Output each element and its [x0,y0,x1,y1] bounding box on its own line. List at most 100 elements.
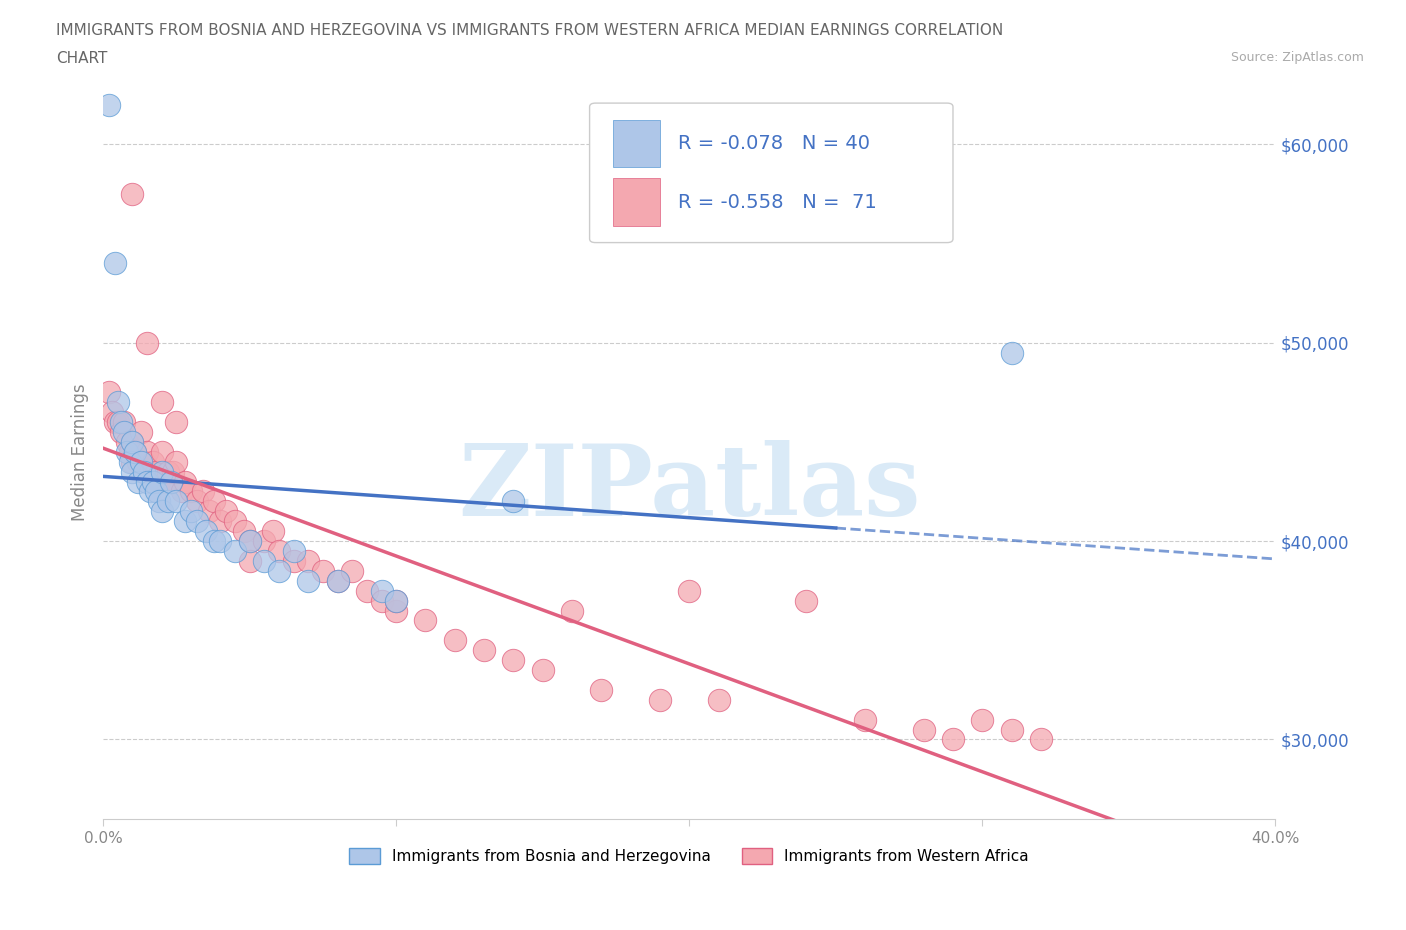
Point [118,445,141,459]
Point [139,464,162,479]
Point [707,692,730,707]
Point [142,474,165,489]
Point [150,464,173,479]
Point [283,553,305,568]
Point [121,186,143,201]
Point [165,415,187,430]
Text: R = -0.078   N = 40: R = -0.078 N = 40 [678,134,869,153]
Point [204,494,226,509]
Point [267,543,290,558]
Point [180,504,202,519]
Point [139,484,162,498]
Point [134,454,156,469]
Point [174,474,197,489]
Point [853,712,876,727]
Point [127,454,149,469]
Point [145,464,167,479]
Point [162,464,184,479]
Point [124,445,146,459]
Point [385,593,408,608]
Point [239,553,262,568]
Point [531,662,554,677]
Point [110,424,132,439]
Point [112,415,135,430]
Point [224,513,246,528]
Point [115,434,138,449]
Point [150,394,173,409]
Point [209,534,232,549]
Point [156,464,179,479]
Text: R = -0.558   N =  71: R = -0.558 N = 71 [678,193,876,212]
Point [239,534,262,549]
Text: IMMIGRANTS FROM BOSNIA AND HERZEGOVINA VS IMMIGRANTS FROM WESTERN AFRICA MEDIAN : IMMIGRANTS FROM BOSNIA AND HERZEGOVINA V… [56,23,1004,38]
Y-axis label: Median Earnings: Median Earnings [72,383,89,521]
Point [209,513,232,528]
Point [561,603,583,618]
Point [267,564,290,578]
Point [121,454,143,469]
Text: ZIPatlas: ZIPatlas [458,440,921,537]
Point [326,573,349,588]
Point [326,573,349,588]
Point [502,653,524,668]
FancyBboxPatch shape [613,120,659,167]
Point [142,454,165,469]
Point [648,692,671,707]
FancyBboxPatch shape [613,179,659,226]
Point [678,583,700,598]
Point [385,603,408,618]
Point [110,415,132,430]
Point [150,445,173,459]
Point [121,434,143,449]
Point [174,513,197,528]
Point [239,534,262,549]
Point [172,484,194,498]
Text: Source: ZipAtlas.com: Source: ZipAtlas.com [1230,51,1364,64]
Point [385,593,408,608]
FancyBboxPatch shape [589,103,953,243]
Point [104,256,127,271]
Point [115,445,138,459]
Point [186,513,208,528]
Point [136,335,159,350]
Point [443,632,465,647]
Point [591,683,613,698]
Point [129,424,152,439]
Point [107,415,129,430]
Point [159,474,181,489]
Point [232,524,254,538]
Point [215,504,238,519]
Point [180,484,202,498]
Point [112,424,135,439]
Point [297,573,319,588]
Point [297,553,319,568]
Point [502,494,524,509]
Point [104,415,127,430]
Point [194,524,217,538]
Point [148,474,170,489]
Point [204,534,226,549]
Point [197,504,219,519]
Legend: Immigrants from Bosnia and Herzegovina, Immigrants from Western Africa: Immigrants from Bosnia and Herzegovina, … [343,842,1035,870]
Point [253,553,276,568]
Point [145,484,167,498]
Point [1029,732,1052,747]
Point [127,474,149,489]
Point [98,97,121,112]
Point [118,454,141,469]
Point [253,534,276,549]
Point [472,643,495,658]
Point [101,405,124,419]
Point [972,712,994,727]
Point [356,583,378,598]
Point [796,593,818,608]
Point [150,504,173,519]
Point [191,484,214,498]
Point [224,543,246,558]
Point [262,524,284,538]
Point [136,445,159,459]
Text: CHART: CHART [56,51,108,66]
Point [165,454,187,469]
Point [312,564,335,578]
Point [148,494,170,509]
